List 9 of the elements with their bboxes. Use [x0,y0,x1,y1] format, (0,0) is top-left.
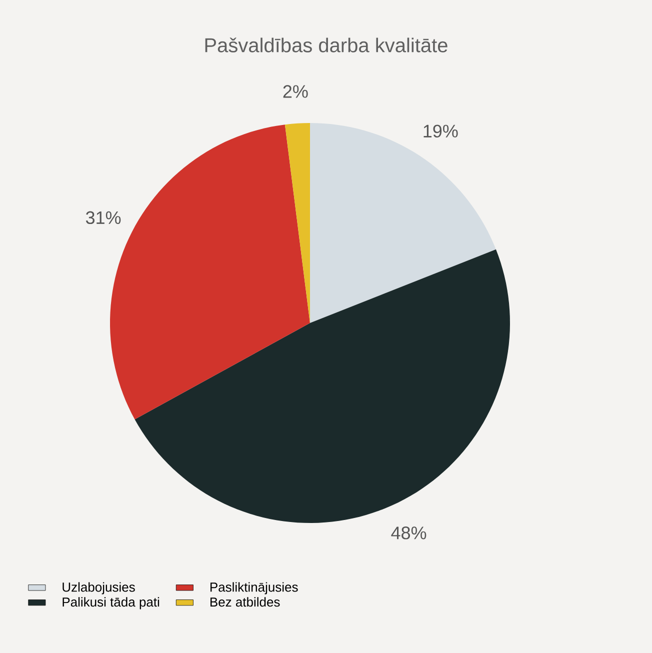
data-label: 19% [424,124,458,138]
chart-title: Pašvaldības darba kvalitāte [205,38,448,52]
legend-label: Uzlabojusies [62,582,135,594]
data-label: 2% [283,85,308,98]
legend-label: Bez atbildes [210,597,280,607]
data-label: 31% [86,211,121,224]
legend-label: Palikusi tāda pati [62,597,160,610]
data-label: 48% [391,526,426,540]
legend-label: Pasliktinājusies [210,582,298,594]
